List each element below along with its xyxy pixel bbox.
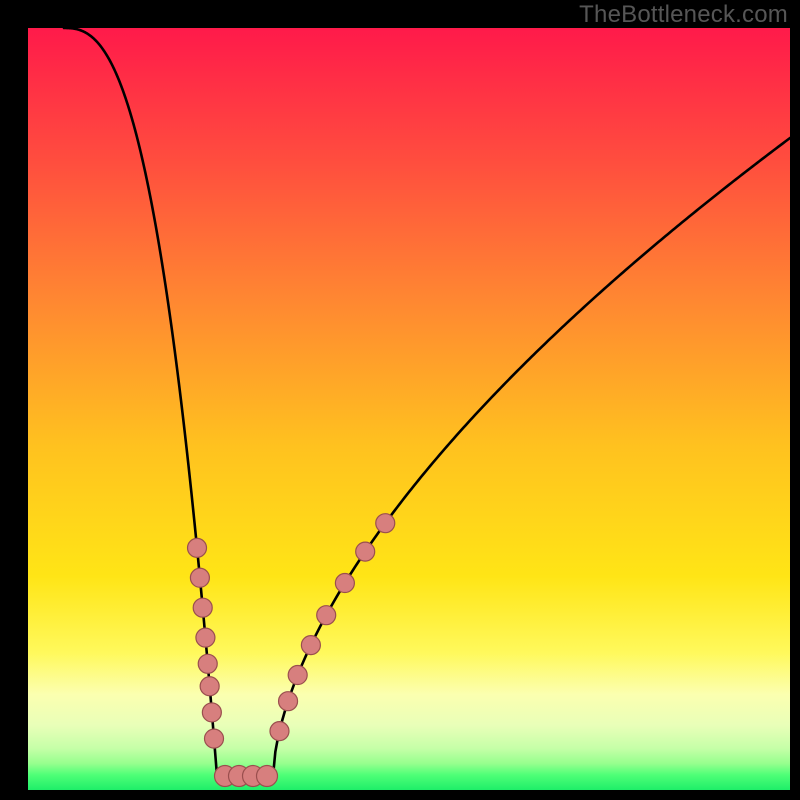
data-marker — [301, 636, 320, 655]
data-marker — [193, 598, 212, 617]
data-marker — [356, 542, 375, 561]
data-marker — [317, 606, 336, 625]
frame-border-left — [0, 0, 28, 800]
data-marker — [202, 703, 221, 722]
frame-border-right — [790, 0, 800, 800]
chart-plot-area — [28, 28, 790, 790]
data-marker — [270, 722, 289, 741]
data-marker — [190, 568, 209, 587]
data-marker — [205, 729, 224, 748]
data-marker — [200, 677, 219, 696]
data-marker — [288, 666, 307, 685]
data-marker — [335, 574, 354, 593]
data-marker — [196, 628, 215, 647]
bottleneck-curve — [64, 28, 790, 776]
data-marker — [198, 654, 217, 673]
data-marker — [279, 692, 298, 711]
frame-border-bottom — [0, 790, 800, 800]
data-markers-group — [188, 514, 395, 787]
data-marker — [257, 766, 278, 787]
data-marker — [188, 538, 207, 557]
watermark-text: TheBottleneck.com — [579, 1, 788, 29]
chart-overlay — [28, 28, 790, 790]
data-marker — [376, 514, 395, 533]
